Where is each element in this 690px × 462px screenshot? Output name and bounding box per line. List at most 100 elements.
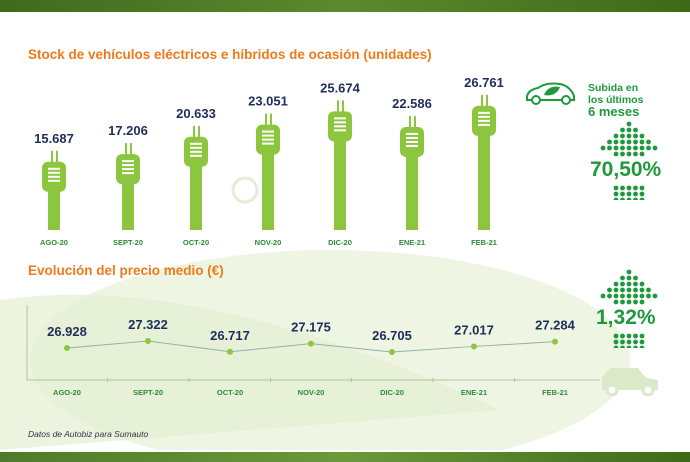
price-point [552,338,558,345]
arrow-dot [639,333,645,339]
arrow-dot [633,133,638,139]
x-tick-label: AGO-20 [53,388,81,397]
arrow-dot [607,293,612,299]
x-tick-label: SEPT-20 [133,388,163,397]
arrow-dot [626,339,632,345]
arrow-dot [652,145,658,151]
bar-value-label: 17.206 [108,123,148,138]
x-tick-label: AGO-20 [40,238,68,247]
plug-bar [400,115,424,230]
arrow-dot [639,145,645,151]
arrow-dot [613,345,619,348]
arrow-dot [633,299,638,305]
plug-cable [48,190,60,230]
plug-stripe [406,136,418,139]
x-tick-label: NOV-20 [298,388,325,397]
arrow-dot [626,275,632,281]
arrow-dot [626,281,632,287]
arrow-dot [607,287,612,293]
plug-prong [270,113,272,126]
point-value-label: 26.928 [47,324,87,339]
plug-prong [486,94,488,107]
plug-bar [42,150,66,230]
plug-prong [409,115,411,128]
x-tick-label: DIC-20 [380,388,404,397]
rise-label-line: Subida en [588,82,639,94]
point-value-label: 27.322 [128,317,168,332]
arrow-dot [613,281,619,287]
arrow-dot [633,127,638,133]
arrow-dot [626,345,632,348]
arrow-dot [633,345,638,348]
arrow-dot [639,151,645,157]
price-point [145,338,151,344]
arrow-dot [633,339,638,345]
arrow-dot [633,191,638,197]
stock-chart-title: Stock de vehículos eléctricos e híbridos… [28,47,432,62]
arrow-dot [613,133,619,139]
point-value-label: 27.175 [291,320,331,335]
arrow-dot [607,145,612,151]
car-silhouette-icon [598,366,660,401]
arrow-dot [613,299,619,305]
bar-value-label: 23.051 [248,94,288,109]
price-point [64,345,70,352]
arrow-dot [600,293,606,299]
arrow-dot [626,151,632,157]
arrow-dot [613,293,619,299]
arrow-dot [639,139,645,145]
bar-value-label: 15.687 [34,131,74,146]
arrow-dot [633,287,638,293]
arrow-dot [633,333,638,339]
x-tick-label: ENE-21 [461,388,487,397]
arrow-dot [646,145,651,151]
point-value-label: 26.705 [372,328,412,343]
plug-stripe [190,142,202,145]
arrow-dot [626,127,632,133]
plug-stripe [190,150,202,153]
arrow-dot [633,281,638,287]
x-tick-label: SEPT-20 [113,238,143,247]
arrow-dot [633,139,638,145]
arrow-dot [620,345,625,348]
plug-cable [406,155,418,230]
plug-stripe [334,129,346,132]
plug-stripe [262,138,274,141]
plug-prong [56,150,58,163]
arrow-dot [620,333,625,339]
x-tick-label: NOV-20 [255,238,282,247]
eco-car-icon [524,80,576,111]
arrow-dot [646,287,651,293]
plug-prong [125,143,127,156]
plug-prong [337,100,339,113]
plug-stripe [334,121,346,124]
point-value-label: 27.284 [535,318,576,333]
arrow-dot [626,299,632,305]
arrow-dot [626,191,632,197]
arrow-dot [639,281,645,287]
plug-stripe [478,123,490,126]
bar-value-label: 25.674 [320,80,361,95]
arrow-dot [620,145,625,151]
background-globe-decoration [0,176,630,450]
arrow-dot [620,281,625,287]
plug-stripe [262,130,274,133]
plug-stripe [406,140,418,143]
arrow-dot [613,197,619,200]
plug-stripe [190,146,202,149]
x-tick-label: FEB-21 [471,238,497,247]
plug-stripe [122,168,134,171]
arrow-dot [639,191,645,197]
rise-label-line: los últimos [588,94,644,106]
arrow-dot [620,299,625,305]
arrow-dot [626,121,632,127]
arrow-dot [626,133,632,139]
plug-prong [481,94,483,107]
x-tick-label: DIC-20 [328,238,352,247]
price-chart-title: Evolución del precio medio (€) [28,263,224,278]
plug-stripe [406,132,418,135]
plug-stripe [48,171,60,174]
plug-stripe [48,179,60,182]
arrow-dot [607,139,612,145]
